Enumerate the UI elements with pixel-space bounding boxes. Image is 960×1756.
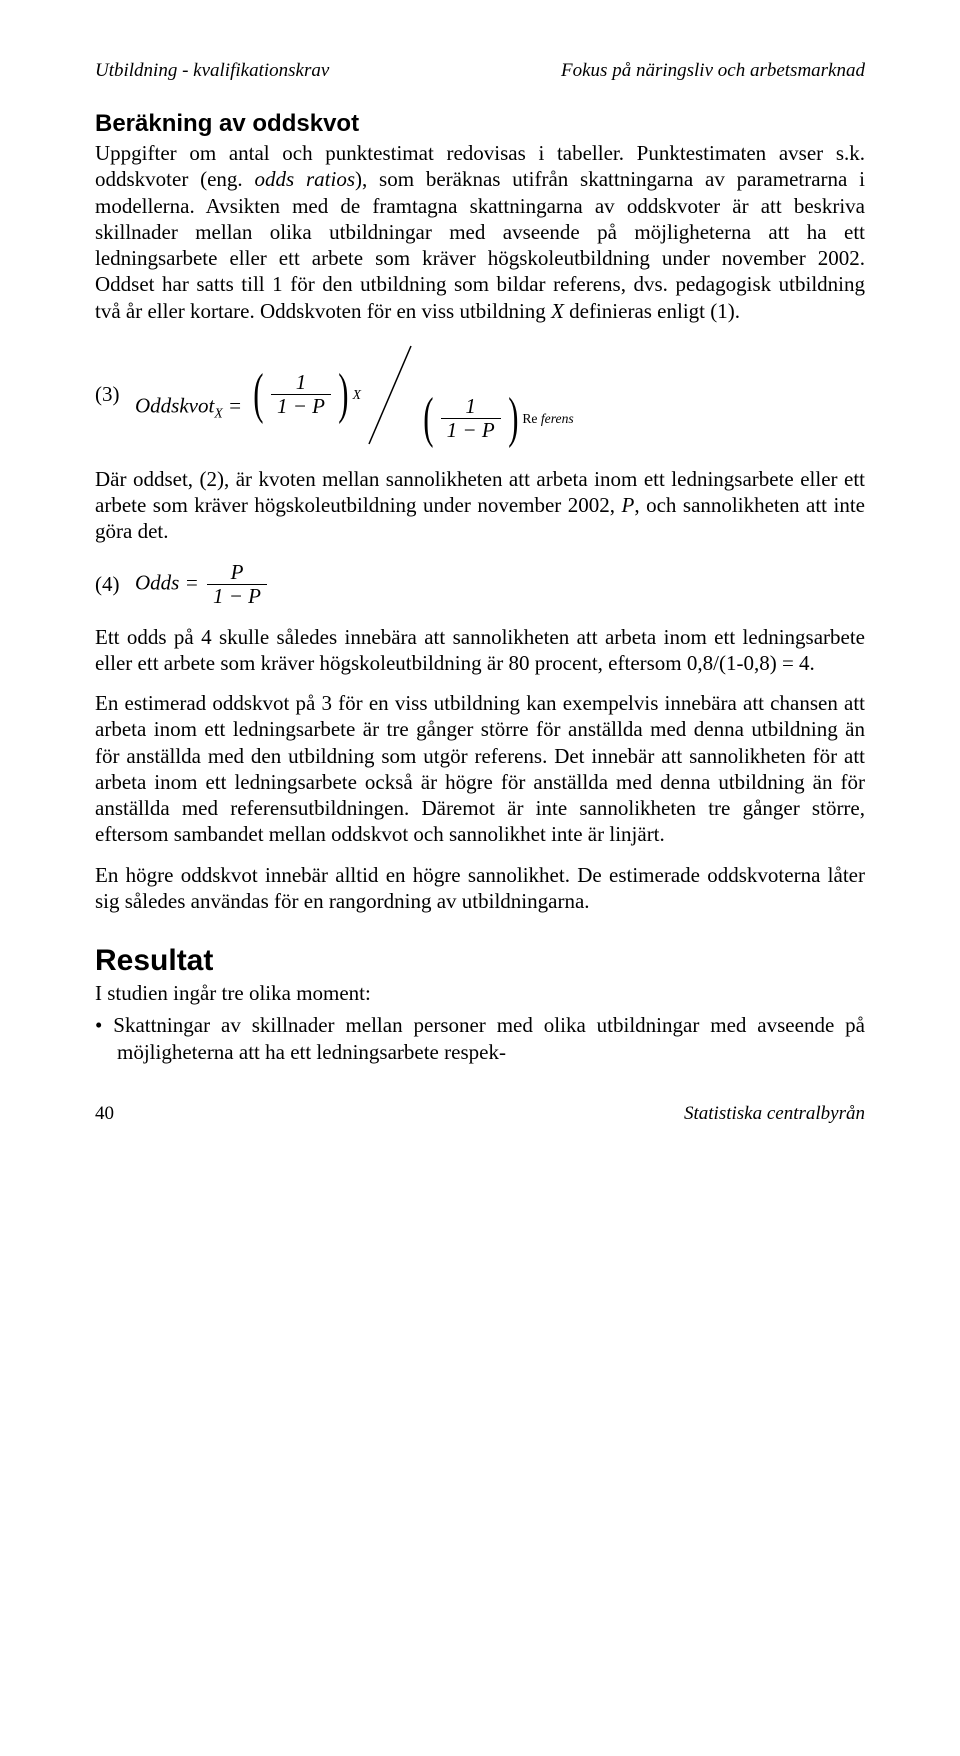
section-heading-resultat: Resultat: [95, 944, 865, 978]
equation-4: (4) Odds = P 1 − P: [95, 561, 865, 608]
eq4-equals: =: [179, 570, 204, 594]
paragraph-4: En estimerad oddskvot på 3 för en viss u…: [95, 690, 865, 848]
p1-X: X: [551, 299, 564, 323]
eq3-den-den-a: 1 −: [447, 418, 482, 442]
paragraph-3: Ett odds på 4 skulle således innebära at…: [95, 624, 865, 677]
eq3-den-den-P: P: [482, 418, 495, 442]
eq3-den-sub-re: Re: [522, 411, 541, 426]
eq3-lhs: Oddskvot: [135, 393, 214, 417]
eq3-den-num: 1: [441, 395, 501, 419]
eq3-lhs-sub: X: [214, 405, 222, 420]
resultat-bullet-1: Skattningar av skillnader mellan persone…: [95, 1012, 865, 1065]
p1-odds-ratios: odds ratios: [255, 167, 356, 191]
resultat-intro: I studien ingår tre olika moment:: [95, 980, 865, 1006]
running-head-left: Utbildning - kvalifikationskrav: [95, 60, 329, 82]
eq4-den: 1 − P: [213, 584, 261, 608]
p2-P: P: [622, 493, 635, 517]
running-head-right: Fokus på näringsliv och arbetsmarknad: [561, 60, 865, 82]
page-number: 40: [95, 1103, 114, 1125]
section-heading-oddskvot: Beräkning av oddskvot: [95, 110, 865, 138]
eq3-number: (3): [95, 382, 135, 407]
p1-text-c: definieras enligt (1).: [564, 299, 740, 323]
eq3-numerator-group: ( 1 1 − P ) X: [249, 371, 361, 418]
eq3-den-sub-ferens: ferens: [541, 411, 574, 426]
paragraph-5: En högre oddskvot innebär alltid en högr…: [95, 862, 865, 915]
eq3-num-den-a: 1 −: [277, 394, 312, 418]
eq3-num-num: 1: [271, 371, 331, 395]
eq3-num-den-P: P: [312, 394, 325, 418]
eq4-lhs: Odds: [135, 570, 179, 594]
paragraph-2: Där oddset, (2), är kvoten mellan sannol…: [95, 466, 865, 545]
eq3-denominator-group: ( 1 1 − P ) Re ferens: [419, 395, 574, 442]
eq3-equals: =: [223, 393, 248, 417]
eq4-number: (4): [95, 572, 135, 597]
footer-publisher: Statistiska centralbyrån: [684, 1103, 865, 1125]
equation-3: (3) OddskvotX = ( 1 1 − P ) X (: [95, 340, 865, 450]
eq3-num-sub-X: X: [353, 387, 361, 403]
paragraph-1: Uppgifter om antal och punktestimat redo…: [95, 140, 865, 324]
eq3-slash-icon: [365, 340, 415, 450]
eq4-num: P: [207, 561, 267, 585]
